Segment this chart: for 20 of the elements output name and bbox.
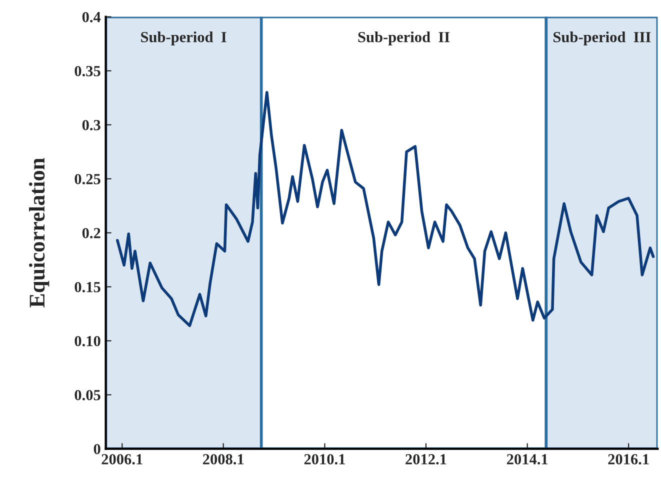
y-tick-label: 0.3 xyxy=(82,120,100,130)
y-tick-label: 0 xyxy=(94,444,100,454)
y-tick-label: 0.10 xyxy=(74,336,100,346)
x-tick-label: 2006.1 xyxy=(102,454,142,464)
y-tick-label: 0.2 xyxy=(82,228,100,238)
band-label: Sub-period II xyxy=(358,31,450,46)
y-tick-label: 0.05 xyxy=(74,390,100,400)
x-tick-label: 2008.1 xyxy=(202,454,244,464)
x-tick-label: 2010.1 xyxy=(304,454,345,464)
band-label: Sub-period III xyxy=(554,31,651,46)
y-tick-label: 0.15 xyxy=(74,282,100,292)
band-label: Sub-period I xyxy=(141,31,226,46)
line-series xyxy=(116,91,655,328)
y-tick-label: 0.35 xyxy=(74,66,100,76)
y-tick-label: 0.25 xyxy=(74,174,100,184)
y-axis-title: Equicorrelation xyxy=(29,158,50,308)
x-tick-label: 2016.1 xyxy=(608,454,649,464)
x-tick-label: 2014.1 xyxy=(506,454,548,464)
x-tick-label: 2012.1 xyxy=(406,454,446,464)
y-tick-label: 0.4 xyxy=(82,12,101,22)
